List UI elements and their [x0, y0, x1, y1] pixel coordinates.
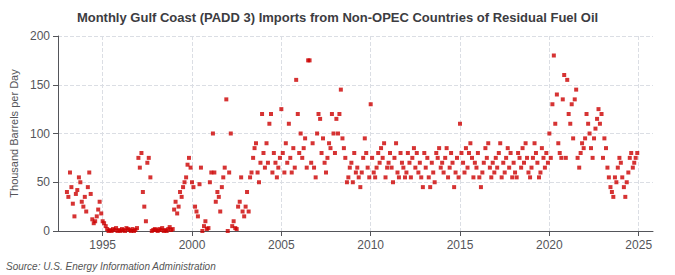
svg-text:2025: 2025 — [625, 238, 652, 252]
svg-text:Monthly Gulf Coast (PADD 3) Im: Monthly Gulf Coast (PADD 3) Imports from… — [77, 10, 598, 25]
svg-text:200: 200 — [30, 29, 50, 43]
svg-text:150: 150 — [30, 78, 50, 92]
svg-text:2020: 2020 — [536, 238, 563, 252]
svg-text:2000: 2000 — [179, 238, 206, 252]
svg-text:Thousand Barrels per Day: Thousand Barrels per Day — [8, 69, 20, 198]
svg-text:Source: U.S. Energy Informatio: Source: U.S. Energy Information Administ… — [6, 261, 216, 272]
svg-text:0: 0 — [43, 224, 50, 238]
svg-text:100: 100 — [30, 127, 50, 141]
svg-text:50: 50 — [37, 175, 51, 189]
svg-text:2010: 2010 — [357, 238, 384, 252]
svg-text:2005: 2005 — [268, 238, 295, 252]
svg-text:1995: 1995 — [89, 238, 116, 252]
svg-text:2015: 2015 — [447, 238, 474, 252]
